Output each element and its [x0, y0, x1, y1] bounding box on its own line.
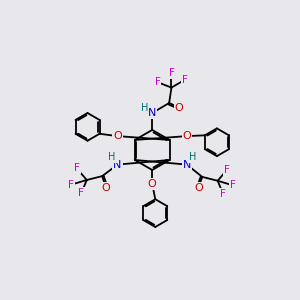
Text: F: F — [74, 164, 80, 173]
Text: F: F — [68, 180, 74, 190]
Text: H: H — [109, 152, 116, 162]
Text: O: O — [148, 179, 157, 189]
Text: O: O — [113, 131, 122, 141]
Text: N: N — [183, 160, 191, 170]
Text: O: O — [175, 103, 184, 112]
Text: F: F — [169, 68, 174, 78]
Text: F: F — [78, 188, 84, 198]
Text: N: N — [148, 108, 156, 118]
Text: F: F — [230, 180, 236, 190]
Text: O: O — [102, 183, 110, 193]
Text: H: H — [141, 103, 148, 112]
Text: F: F — [155, 77, 161, 87]
Text: N: N — [113, 160, 122, 170]
Text: O: O — [194, 183, 203, 193]
Text: H: H — [189, 152, 196, 162]
Text: O: O — [182, 131, 191, 141]
Text: F: F — [220, 189, 226, 199]
Text: F: F — [224, 165, 230, 175]
Text: F: F — [182, 75, 188, 85]
